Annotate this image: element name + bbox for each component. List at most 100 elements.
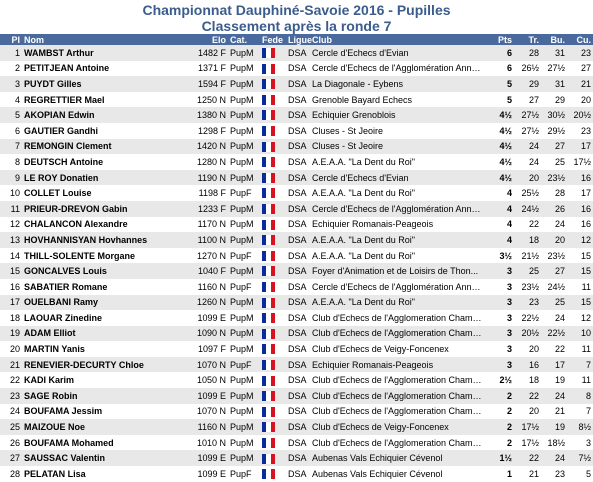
category-cell: PupM: [228, 169, 260, 186]
table-row[interactable]: 28 PELATAN Lisa 1099 E PupF DSA Aubenas Vals …: [0, 466, 593, 482]
elo-cell: 1420 N: [172, 138, 228, 155]
table-row[interactable]: 13 HOVHANNISYAN Hovhannes 1100 N PupM DSA A.E…: [0, 232, 593, 248]
buchholz-cell: 25: [541, 154, 567, 170]
tiebreak-tr-cell: 20: [514, 169, 541, 186]
points-cell: 3: [486, 263, 514, 279]
rank-cell: 26: [0, 434, 22, 451]
points-cell: 2: [486, 434, 514, 451]
table-row[interactable]: 24 BOUFAMA Jessim 1070 N PupM DSA Club d'Eche…: [0, 403, 593, 420]
cumulative-cell: 23: [567, 45, 593, 61]
elo-cell: 1090 N: [172, 325, 228, 342]
table-row[interactable]: 16 SABATIER Romane 1160 N PupF DSA Cercle d'E…: [0, 278, 593, 295]
table-row[interactable]: 10 COLLET Louise 1198 F PupF DSA A.E.A.A. "La…: [0, 185, 593, 201]
table-row[interactable]: 26 BOUFAMA Mohamed 1010 N PupM DSA Club d'Ech…: [0, 434, 593, 451]
col-header-cu[interactable]: Cu.: [567, 34, 593, 45]
table-row[interactable]: 5 AKOPIAN Edwin 1380 N PupM DSA Echiquier Gre…: [0, 107, 593, 123]
player-name: SAUSSAC Valentin: [22, 450, 172, 467]
points-cell: 3: [486, 310, 514, 326]
cumulative-cell: 15: [567, 247, 593, 264]
table-row[interactable]: 9 LE ROY Donatien 1190 N PupM DSA Cercle d'Ec…: [0, 169, 593, 186]
table-row[interactable]: 3 PUYDT Gilles 1594 F PupM DSA La Diagonale -…: [0, 76, 593, 92]
tiebreak-tr-cell: 24: [514, 154, 541, 170]
elo-cell: 1270 N: [172, 247, 228, 264]
table-row[interactable]: 27 SAUSSAC Valentin 1099 E PupM DSA Aubenas V…: [0, 450, 593, 467]
league-cell: DSA: [286, 294, 310, 311]
col-header-club[interactable]: Club: [310, 34, 486, 45]
table-row[interactable]: 14 THILL-SOLENTE Morgane 1270 N PupF DSA A.E.…: [0, 247, 593, 264]
club-name: Club d'Echecs de l'Agglomeration Chambe.…: [310, 388, 486, 404]
league-cell: DSA: [286, 278, 310, 295]
france-flag-icon: [262, 235, 275, 246]
points-cell: 4½: [486, 122, 514, 139]
table-row[interactable]: 2 PETITJEAN Antoine 1371 F PupM DSA Cercle d'…: [0, 60, 593, 77]
buchholz-cell: 26: [541, 200, 567, 217]
table-row[interactable]: 11 PRIEUR-DREVON Gabin 1233 F PupM DSA Cercle…: [0, 200, 593, 217]
rank-cell: 5: [0, 107, 22, 123]
tiebreak-tr-cell: 20: [514, 341, 541, 357]
points-cell: 4: [486, 232, 514, 248]
table-row[interactable]: 6 GAUTIER Gandhi 1298 F PupM DSA Cluses - St …: [0, 122, 593, 139]
table-row[interactable]: 19 ADAM Elliot 1090 N PupM DSA Club d'Echecs …: [0, 325, 593, 342]
club-name: A.E.A.A. "La Dent du Roi": [310, 154, 486, 170]
col-header-tr[interactable]: Tr.: [514, 34, 541, 45]
table-row[interactable]: 7 REMONGIN Clement 1420 N PupM DSA Cluses - S…: [0, 138, 593, 155]
table-row[interactable]: 12 CHALANCON Alexandre 1170 N PupM DSA Echiqu…: [0, 216, 593, 233]
tiebreak-tr-cell: 17½: [514, 434, 541, 451]
france-flag-icon: [262, 126, 275, 137]
category-cell: PupM: [228, 138, 260, 155]
club-name: Cercle d'Echecs d'Evian: [310, 169, 486, 186]
tiebreak-tr-cell: 27½: [514, 122, 541, 139]
table-row[interactable]: 15 GONCALVES Louis 1040 F PupM DSA Foyer d'An…: [0, 263, 593, 279]
table-row[interactable]: 18 LAOUAR Zinedine 1099 E PupM DSA Club d'Ech…: [0, 310, 593, 326]
player-name: THILL-SOLENTE Morgane: [22, 247, 172, 264]
table-row[interactable]: 8 DEUTSCH Antoine 1280 N PupM DSA A.E.A.A. "L…: [0, 154, 593, 170]
elo-cell: 1280 N: [172, 154, 228, 170]
col-header-pts[interactable]: Pts: [486, 34, 514, 45]
player-name: HOVHANNISYAN Hovhannes: [22, 232, 172, 248]
fede-cell: [260, 372, 286, 389]
table-row[interactable]: 25 MAIZOUE Noe 1160 N PupM DSA Club d'Echecs …: [0, 419, 593, 435]
tiebreak-tr-cell: 29: [514, 76, 541, 92]
buchholz-cell: 21: [541, 403, 567, 420]
table-row[interactable]: 20 MARTIN Yanis 1097 F PupM DSA Club d'Echecs…: [0, 341, 593, 357]
cumulative-cell: 20½: [567, 107, 593, 123]
cumulative-cell: 11: [567, 372, 593, 389]
buchholz-cell: 22: [541, 341, 567, 357]
club-name: Echiquier Romanais-Peageois: [310, 216, 486, 233]
table-row[interactable]: 4 REGRETTIER Mael 1250 N PupM DSA Grenoble Ba…: [0, 91, 593, 108]
col-header-elo[interactable]: Elo: [172, 34, 228, 45]
france-flag-icon: [262, 313, 275, 324]
elo-cell: 1070 N: [172, 403, 228, 420]
table-row[interactable]: 17 OUELBANI Ramy 1260 N PupM DSA A.E.A.A. "La…: [0, 294, 593, 311]
cumulative-cell: 23: [567, 122, 593, 139]
elo-cell: 1250 N: [172, 91, 228, 108]
col-header-bu[interactable]: Bu.: [541, 34, 567, 45]
league-cell: DSA: [286, 200, 310, 217]
col-header-nom[interactable]: Nom: [22, 34, 172, 45]
table-row[interactable]: 22 KADI Karim 1050 N PupM DSA Club d'Echecs d…: [0, 372, 593, 389]
col-header-ligue[interactable]: Ligue: [286, 34, 312, 45]
cumulative-cell: 17: [567, 185, 593, 201]
fede-cell: [260, 185, 286, 201]
france-flag-icon: [262, 391, 275, 402]
page-title: Championnat Dauphiné-Savoie 2016 - Pupil…: [142, 2, 451, 18]
fede-cell: [260, 325, 286, 342]
buchholz-cell: 22½: [541, 325, 567, 342]
club-name: Club d'Echecs de Veigy-Foncenex: [310, 419, 486, 435]
rank-cell: 2: [0, 60, 22, 77]
category-cell: PupM: [228, 200, 260, 217]
league-cell: DSA: [286, 372, 310, 389]
league-cell: DSA: [286, 310, 310, 326]
player-name: LAOUAR Zinedine: [22, 310, 172, 326]
table-row[interactable]: 21 RENEVIER-DECURTY Chloe 1070 N PupF DSA Ech…: [0, 356, 593, 373]
player-name: WAMBST Arthur: [22, 45, 172, 61]
col-header-fede[interactable]: Fede: [260, 34, 286, 45]
col-header-pl[interactable]: Pl: [0, 34, 22, 45]
elo-cell: 1380 N: [172, 107, 228, 123]
table-row[interactable]: 1 WAMBST Arthur 1482 F PupM DSA Cercle d'Eche…: [0, 45, 593, 61]
club-name: Grenoble Bayard Echecs: [310, 91, 486, 108]
table-row[interactable]: 23 SAGE Robin 1099 E PupM DSA Club d'Echecs d…: [0, 388, 593, 404]
club-name: Club d'Echecs de l'Agglomeration Chambe.…: [310, 434, 486, 451]
club-name: A.E.A.A. "La Dent du Roi": [310, 185, 486, 201]
col-header-cat[interactable]: Cat.: [228, 34, 260, 45]
